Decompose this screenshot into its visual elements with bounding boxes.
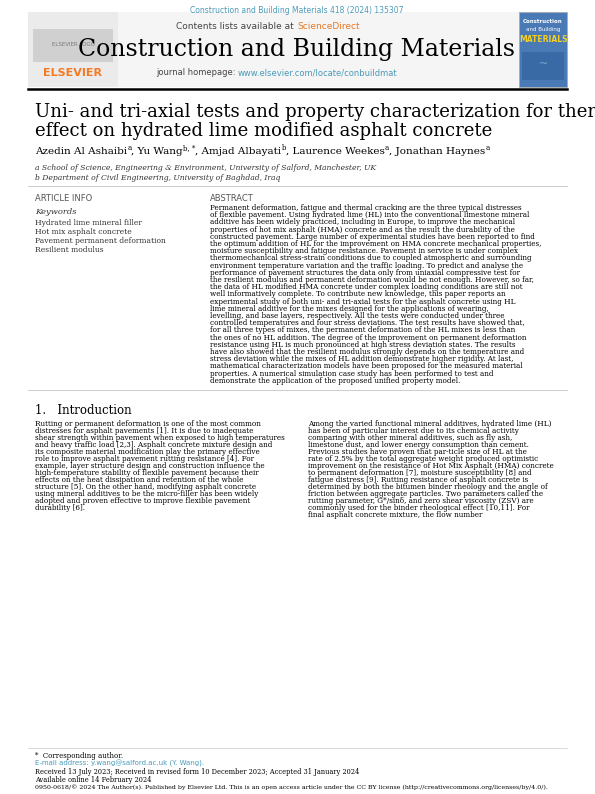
Text: final asphalt concrete mixture, the flow number: final asphalt concrete mixture, the flow… bbox=[308, 511, 483, 519]
Text: determined by both the bitumen binder rheology and the angle of: determined by both the bitumen binder rh… bbox=[308, 483, 547, 491]
Text: stress deviation while the mixes of HL addition demonstrate higher rigidity. At : stress deviation while the mixes of HL a… bbox=[210, 355, 513, 363]
Text: fatigue distress [9]. Rutting resistance of asphalt concrete is: fatigue distress [9]. Rutting resistance… bbox=[308, 476, 528, 484]
Text: moisture susceptibility and fatigue resistance. Pavement in service is under com: moisture susceptibility and fatigue resi… bbox=[210, 247, 518, 255]
Text: adopted and proven effective to improve flexible pavement: adopted and proven effective to improve … bbox=[35, 497, 250, 505]
Text: Uni- and tri-axial tests and property characterization for thermomechanical: Uni- and tri-axial tests and property ch… bbox=[35, 103, 595, 121]
Text: ELSEVIER LOGO: ELSEVIER LOGO bbox=[52, 41, 95, 47]
Text: Previous studies have proven that par-ticle size of HL at the: Previous studies have proven that par-ti… bbox=[308, 448, 527, 456]
Text: Keywords: Keywords bbox=[35, 208, 77, 216]
FancyBboxPatch shape bbox=[33, 29, 113, 62]
Text: mathematical characterization models have been proposed for the measured materia: mathematical characterization models hav… bbox=[210, 362, 522, 370]
Text: Construction and Building Materials 418 (2024) 135307: Construction and Building Materials 418 … bbox=[190, 6, 404, 15]
Text: Among the varied functional mineral additives, hydrated lime (HL): Among the varied functional mineral addi… bbox=[308, 420, 552, 428]
Text: experimental study of both uni- and tri-axial tests for the asphalt concrete usi: experimental study of both uni- and tri-… bbox=[210, 298, 515, 306]
Text: ScienceDirect: ScienceDirect bbox=[297, 22, 359, 31]
Text: high-temperature stability of flexible pavement because their: high-temperature stability of flexible p… bbox=[35, 469, 259, 477]
Text: have also showed that the resilient modulus strongly depends on the temperature : have also showed that the resilient modu… bbox=[210, 348, 524, 356]
Text: durability [6].: durability [6]. bbox=[35, 504, 85, 512]
Text: ELSEVIER: ELSEVIER bbox=[43, 68, 102, 78]
Text: a: a bbox=[127, 144, 131, 152]
Text: has been of particular interest due to its chemical activity: has been of particular interest due to i… bbox=[308, 427, 519, 435]
Text: ~: ~ bbox=[538, 59, 547, 69]
Text: Contents lists available at: Contents lists available at bbox=[176, 22, 297, 31]
Text: for all three types of mixes, the permanent deformation of the HL mixes is less : for all three types of mixes, the perman… bbox=[210, 326, 515, 334]
Text: rutting parameter, G*/sinδ, and zero shear viscosity (ZSV) are: rutting parameter, G*/sinδ, and zero she… bbox=[308, 497, 534, 505]
Text: Received 13 July 2023; Received in revised form 10 December 2023; Accepted 31 Ja: Received 13 July 2023; Received in revis… bbox=[35, 768, 359, 776]
FancyBboxPatch shape bbox=[28, 12, 118, 87]
Text: Available online 14 February 2024: Available online 14 February 2024 bbox=[35, 776, 152, 784]
Text: ARTICLE INFO: ARTICLE INFO bbox=[35, 194, 92, 203]
Text: *  Corresponding author.: * Corresponding author. bbox=[35, 752, 123, 760]
Text: properties. A numerical simulation case study has been performed to test and: properties. A numerical simulation case … bbox=[210, 369, 493, 378]
Text: constructed pavement. Large number of experimental studies have been reported to: constructed pavement. Large number of ex… bbox=[210, 233, 535, 241]
Text: additive has been widely practiced, including in Europe, to improve the mechanic: additive has been widely practiced, incl… bbox=[210, 218, 515, 226]
Text: improvement on the resistance of Hot Mix Asphalt (HMA) concrete: improvement on the resistance of Hot Mix… bbox=[308, 462, 554, 470]
Text: www.elsevier.com/locate/conbuildmat: www.elsevier.com/locate/conbuildmat bbox=[238, 68, 397, 77]
Text: controlled temperatures and four stress deviations. The test results have showed: controlled temperatures and four stress … bbox=[210, 319, 525, 327]
Text: limestone dust, and lower energy consumption than cement.: limestone dust, and lower energy consump… bbox=[308, 441, 529, 449]
Text: role to improve asphalt pavement rutting resistance [4]. For: role to improve asphalt pavement rutting… bbox=[35, 455, 254, 463]
Text: lime mineral additive for the mixes designed for the applications of wearing,: lime mineral additive for the mixes desi… bbox=[210, 305, 488, 313]
Text: demonstrate the application of the proposed unified property model.: demonstrate the application of the propo… bbox=[210, 377, 461, 385]
Text: , Amjad Albayati: , Amjad Albayati bbox=[195, 147, 281, 156]
Text: Construction and Building Materials: Construction and Building Materials bbox=[79, 38, 515, 61]
Text: to permanent deformation [7], moisture susceptibility [8] and: to permanent deformation [7], moisture s… bbox=[308, 469, 531, 477]
Text: shear strength within pavement when exposed to high temperatures: shear strength within pavement when expo… bbox=[35, 434, 285, 442]
Text: , Yu Wang: , Yu Wang bbox=[131, 147, 183, 156]
Text: thermomechanical stress-strain conditions due to coupled atmospheric and surroun: thermomechanical stress-strain condition… bbox=[210, 254, 531, 262]
Text: rate of 2.5% by the total aggregate weight produced optimistic: rate of 2.5% by the total aggregate weig… bbox=[308, 455, 538, 463]
Text: effect on hydrated lime modified asphalt concrete: effect on hydrated lime modified asphalt… bbox=[35, 122, 492, 140]
Text: Permanent deformation, fatigue and thermal cracking are the three typical distre: Permanent deformation, fatigue and therm… bbox=[210, 204, 522, 212]
Text: b, *: b, * bbox=[183, 144, 195, 152]
Text: a: a bbox=[486, 144, 490, 152]
Text: the ones of no HL addition. The degree of the improvement on permanent deformati: the ones of no HL addition. The degree o… bbox=[210, 333, 527, 341]
FancyBboxPatch shape bbox=[28, 12, 567, 87]
Text: ABSTRACT: ABSTRACT bbox=[210, 194, 253, 203]
Text: environment temperature variation and the traffic loading. To predict and analys: environment temperature variation and th… bbox=[210, 261, 523, 270]
Text: of flexible pavement. Using hydrated lime (HL) into the conventional limestone m: of flexible pavement. Using hydrated lim… bbox=[210, 211, 530, 219]
Text: well informatively complete. To contribute new knowledge, this paper reports an: well informatively complete. To contribu… bbox=[210, 291, 506, 299]
Text: distresses for asphalt pavements [1]. It is due to inadequate: distresses for asphalt pavements [1]. It… bbox=[35, 427, 253, 435]
Text: levelling, and base layers, respectively. All the tests were conducted under thr: levelling, and base layers, respectively… bbox=[210, 312, 505, 320]
FancyBboxPatch shape bbox=[522, 52, 564, 80]
Text: using mineral additives to be the micro-filler has been widely: using mineral additives to be the micro-… bbox=[35, 490, 258, 498]
Text: Construction: Construction bbox=[523, 19, 563, 24]
FancyBboxPatch shape bbox=[519, 12, 567, 87]
Text: resistance using HL is much pronounced at high stress deviation states. The resu: resistance using HL is much pronounced a… bbox=[210, 341, 515, 349]
Text: , Laurence Weekes: , Laurence Weekes bbox=[286, 147, 385, 156]
Text: commonly used for the binder rheological effect [10,11]. For: commonly used for the binder rheological… bbox=[308, 504, 530, 512]
Text: Azedin Al Ashaibi: Azedin Al Ashaibi bbox=[35, 147, 127, 156]
Text: structure [5]. On the other hand, modifying asphalt concrete: structure [5]. On the other hand, modify… bbox=[35, 483, 256, 491]
Text: Pavement permanent deformation: Pavement permanent deformation bbox=[35, 237, 166, 245]
Text: and heavy traffic load [2,3]. Asphalt concrete mixture design and: and heavy traffic load [2,3]. Asphalt co… bbox=[35, 441, 273, 449]
Text: the optimum addition of HL for the improvement on HMA concrete mechanical proper: the optimum addition of HL for the impro… bbox=[210, 240, 541, 248]
Text: Rutting or permanent deformation is one of the most common: Rutting or permanent deformation is one … bbox=[35, 420, 261, 428]
Text: and Building: and Building bbox=[526, 27, 560, 32]
Text: properties of hot mix asphalt (HMA) concrete and as the result the durability of: properties of hot mix asphalt (HMA) conc… bbox=[210, 225, 515, 233]
Text: friction between aggregate particles. Two parameters called the: friction between aggregate particles. Tw… bbox=[308, 490, 543, 498]
Text: Resilient modulus: Resilient modulus bbox=[35, 246, 104, 254]
Text: b: b bbox=[281, 144, 286, 152]
Text: comparing with other mineral additives, such as fly ash,: comparing with other mineral additives, … bbox=[308, 434, 512, 442]
Text: a School of Science, Engineering & Environment, University of Salford, Mancheste: a School of Science, Engineering & Envir… bbox=[35, 164, 376, 172]
Text: Hot mix asphalt concrete: Hot mix asphalt concrete bbox=[35, 228, 131, 236]
Text: , Jonathan Haynes: , Jonathan Haynes bbox=[389, 147, 486, 156]
Text: performance of pavement structures the data only from uniaxial compressive test : performance of pavement structures the d… bbox=[210, 269, 520, 277]
Text: example, layer structure design and construction influence the: example, layer structure design and cons… bbox=[35, 462, 265, 470]
Text: Hydrated lime mineral filler: Hydrated lime mineral filler bbox=[35, 219, 142, 227]
Text: b Department of Civil Engineering, University of Baghdad, Iraq: b Department of Civil Engineering, Unive… bbox=[35, 174, 280, 182]
Text: 0950-0618/© 2024 The Author(s). Published by Elsevier Ltd. This is an open acces: 0950-0618/© 2024 The Author(s). Publishe… bbox=[35, 784, 548, 790]
Text: journal homepage:: journal homepage: bbox=[156, 68, 238, 77]
Text: its composite material modification play the primary effective: its composite material modification play… bbox=[35, 448, 260, 456]
Text: the data of HL modified HMA concrete under complex loading conditions are still : the data of HL modified HMA concrete und… bbox=[210, 283, 522, 291]
Text: MATERIALS: MATERIALS bbox=[519, 35, 567, 44]
Text: E-mail address: y.wang@salford.ac.uk (Y. Wang).: E-mail address: y.wang@salford.ac.uk (Y.… bbox=[35, 760, 204, 767]
Text: the resilient modulus and permanent deformation would be not enough. However, so: the resilient modulus and permanent defo… bbox=[210, 276, 534, 284]
Text: a: a bbox=[385, 144, 389, 152]
Text: 1.   Introduction: 1. Introduction bbox=[35, 404, 131, 417]
Text: effects on the heat dissipation and retention of the whole: effects on the heat dissipation and rete… bbox=[35, 476, 243, 484]
